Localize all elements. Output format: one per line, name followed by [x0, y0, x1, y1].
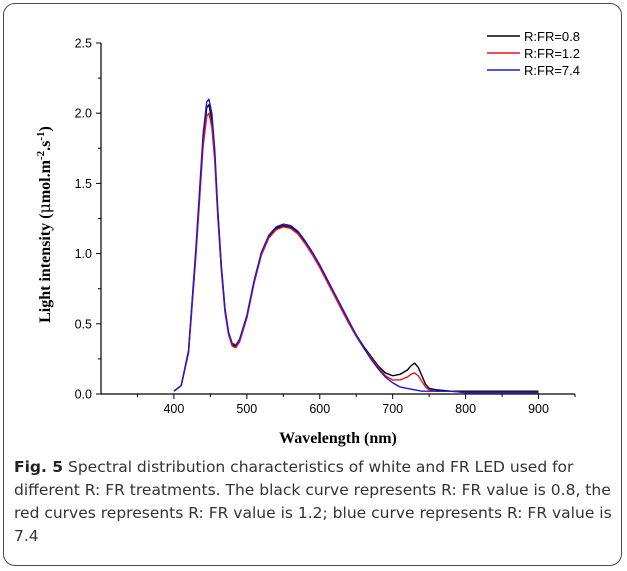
figure-frame — [3, 3, 622, 566]
caption-text: Spectral distribution characteristics of… — [14, 458, 612, 545]
x-axis-label: Wavelength (nm) — [279, 430, 397, 447]
plot-area: 400 500 600 700 800 900 0.0 0.5 1.0 1.5 2.0 2.5 Wave… — [35, 29, 580, 447]
series-line-2 — [173, 112, 539, 394]
x-tick-label: 600 — [309, 402, 330, 416]
legend-label-3: R:FR=7.4 — [524, 63, 580, 78]
series-line-3 — [173, 98, 539, 394]
x-tick-label: 500 — [236, 402, 257, 416]
legend-label-2: R:FR=1.2 — [524, 46, 580, 61]
y-tick-label: 1.0 — [75, 247, 92, 261]
y-tick-label: 0.0 — [75, 388, 92, 402]
y-tick-label: 0.5 — [75, 317, 92, 331]
caption-label: Fig. 5 — [14, 458, 64, 476]
y-axis-label: Light intensity (μmol.m-2.s-1) — [35, 126, 54, 323]
x-tick-label: 400 — [163, 402, 184, 416]
y-tick-label: 1.5 — [75, 177, 92, 191]
x-tick-label: 800 — [455, 402, 476, 416]
x-tick-label: 700 — [382, 402, 403, 416]
y-tick-label: 2.5 — [75, 37, 92, 51]
x-tick-label: 900 — [528, 402, 549, 416]
series-line-1 — [173, 104, 539, 392]
y-tick-label: 2.0 — [75, 107, 92, 121]
spectral-chart: 400 500 600 700 800 900 0.0 0.5 1.0 1.5 2.0 2.5 Wave… — [35, 29, 580, 447]
legend-label-1: R:FR=0.8 — [524, 29, 580, 44]
figure-caption: Fig. 5 Spectral distribution characteris… — [14, 456, 612, 548]
